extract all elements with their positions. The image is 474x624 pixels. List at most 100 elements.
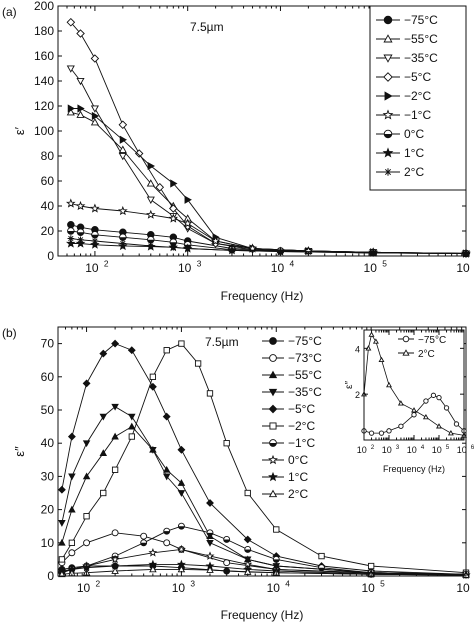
marker [269,422,277,430]
y-tick-label: 200 [34,0,54,13]
marker [178,340,185,347]
marker [368,331,375,337]
legend-label: 2°C [404,165,424,179]
marker [148,382,157,391]
marker [155,182,165,192]
marker [90,54,100,63]
marker [148,548,158,557]
x-tick-label: 10 [357,445,367,455]
marker-part [273,559,280,563]
marker [134,149,144,158]
marker [386,428,392,434]
marker [368,430,375,436]
legend-label: −55°C [404,32,438,46]
marker [268,471,278,482]
x-axis-label: Frequency (Hz) [383,464,445,474]
legend-label: −73°C [288,351,322,365]
legend-label: 1°C [404,146,424,160]
marker [170,179,178,188]
marker [163,539,171,547]
y-tick-label: 100 [34,124,54,138]
series-line [61,548,467,576]
marker [168,213,179,223]
marker [244,489,251,497]
marker [177,490,186,497]
marker [372,338,379,344]
marker [383,34,393,43]
marker [272,555,280,563]
marker [111,403,119,411]
y-tick-label: 120 [34,99,54,113]
marker [128,433,135,440]
marker [82,440,91,448]
marker [57,485,66,494]
legend-label: −75°C [418,335,446,346]
marker [384,168,392,176]
x-tick-label: 10 [456,261,470,275]
marker [117,205,128,216]
x-tick-exponent: 4 [421,444,425,451]
marker-part [77,237,84,243]
marker-part [244,549,251,553]
legend-label: −5°C [404,70,431,84]
series-line [70,243,467,254]
x-tick-label: 10 [432,445,442,455]
marker [146,196,155,205]
marker [68,473,76,481]
marker [453,421,460,427]
marker [162,465,171,473]
marker [100,489,107,497]
marker [67,227,75,235]
y-tick-label: 50 [41,403,55,417]
x-tick-exponent: 5 [382,259,387,269]
marker [384,91,393,101]
marker [140,539,148,547]
marker [269,354,277,362]
x-tick-label: 10 [361,581,375,595]
marker-part [163,531,170,535]
marker [66,65,75,73]
x-tick-exponent: 5 [446,444,450,451]
marker [268,454,278,465]
marker-part [92,238,98,244]
marker [268,404,278,414]
marker [91,230,99,239]
legend-label: 2°C [288,487,308,501]
marker [146,209,156,219]
series-line [61,525,467,575]
marker [402,335,410,343]
marker [383,72,393,82]
marker [118,145,127,153]
marker [378,430,385,436]
marker [146,179,155,187]
x-tick-exponent: 3 [190,579,195,589]
marker-part [384,134,392,138]
legend-label: −35°C [404,51,438,65]
marker [119,135,128,144]
marker [65,238,76,248]
legend-label: −1°C [404,108,431,122]
series-7 [65,238,471,258]
legend-label: −1°C [288,436,315,450]
marker [58,520,66,527]
marker [206,390,214,397]
marker [273,526,280,533]
legend-label: −2°C [288,419,315,433]
y-tick-label: 0 [47,249,54,263]
marker [77,236,84,244]
y-tick-label: 2 [355,390,360,400]
marker [397,400,404,406]
marker [149,565,157,573]
marker [177,522,185,530]
marker-part [223,539,230,543]
x-tick-exponent: 4 [289,259,294,269]
marker [318,552,325,560]
y-tick-label: 30 [41,469,55,483]
marker [118,120,128,130]
marker [111,466,119,473]
marker [268,370,278,379]
marker [110,554,120,564]
marker [82,472,91,480]
y-tick-label: 140 [34,74,54,88]
marker [99,349,108,358]
